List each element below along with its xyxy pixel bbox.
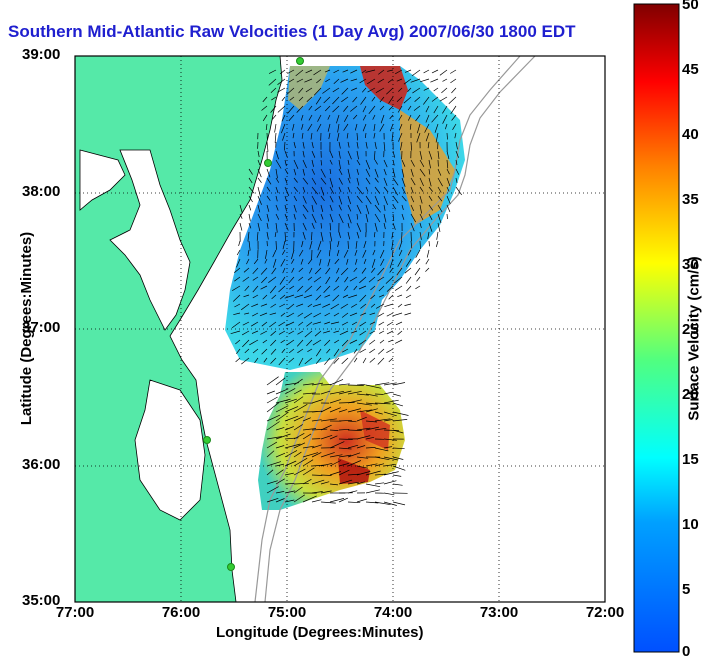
y-tick-label: 36:00 [22,456,60,473]
y-axis-label: Latitude (Degrees:Minutes) [18,232,35,425]
x-tick-label: 74:00 [358,604,428,621]
colorbar-tick: 20 [682,386,699,403]
y-tick-label: 39:00 [22,46,60,63]
radar-station [204,437,211,444]
velocity-vector [321,385,331,386]
x-axis-label: Longitude (Degrees:Minutes) [216,624,424,641]
colorbar-tick: 30 [682,256,699,273]
colorbar-tick: 0 [682,643,690,660]
y-tick-label: 38:00 [22,183,60,200]
velocity-vector [429,241,430,246]
x-tick-label: 77:00 [40,604,110,621]
colorbar-tick: 15 [682,451,699,468]
x-tick-label: 73:00 [464,604,534,621]
colorbar-tick: 40 [682,126,699,143]
colorbar-tick: 50 [682,0,699,13]
colorbar-tick: 35 [682,191,699,208]
x-tick-label: 75:00 [252,604,322,621]
x-tick-label: 72:00 [570,604,640,621]
colorbar [634,4,679,652]
velocity-vector [312,475,322,476]
colorbar-tick: 10 [682,516,699,533]
radar-station [297,58,304,65]
velocity-vector [375,394,384,395]
chart-title: Southern Mid-Atlantic Raw Velocities (1 … [8,22,576,42]
velocity-vector [276,241,277,250]
velocity-vector [321,475,332,476]
radar-station [265,160,272,167]
x-tick-label: 76:00 [146,604,216,621]
radar-station [228,564,235,571]
velocity-vector [348,241,349,249]
velocity-vector [402,232,403,242]
colorbar-tick: 5 [682,581,690,598]
velocity-vector [447,214,448,219]
colorbar-tick: 25 [682,321,699,338]
velocity-vector [420,241,421,249]
colorbar-tick: 45 [682,61,699,78]
velocity-vector [348,385,364,386]
velocity-vector [447,133,448,140]
